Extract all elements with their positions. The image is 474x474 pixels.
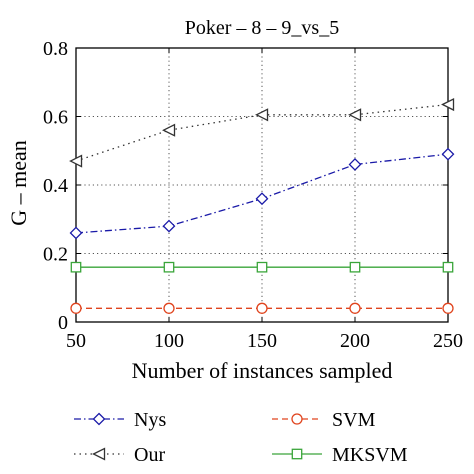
data-point-mksvm — [70, 261, 82, 273]
plot-area: 50 100 150 200 250 0 0.2 0.4 0.6 0.8 — [43, 38, 463, 352]
legend-item-svm: SVM — [272, 409, 376, 431]
x-tick-label: 100 — [154, 330, 184, 352]
y-tick-label: 0.2 — [43, 244, 68, 266]
data-point-nys — [441, 147, 455, 161]
data-point-svm — [442, 302, 454, 314]
series-nys — [69, 147, 455, 240]
data-point-mksvm — [163, 261, 175, 273]
y-tick-label: 0.8 — [43, 38, 68, 60]
data-point-nys — [255, 192, 269, 206]
legend-label-our: Our — [134, 444, 165, 466]
chart-title: Poker – 8 – 9_vs_5 — [185, 17, 339, 39]
legend-marker-nys — [92, 412, 106, 426]
x-tick-label: 200 — [340, 330, 370, 352]
y-axis-label: G – mean — [6, 140, 31, 226]
legend-label-nys: Nys — [134, 409, 166, 431]
legend-item-mksvm: MKSVM — [272, 444, 408, 466]
legend-label-svm: SVM — [332, 409, 376, 431]
data-point-our — [162, 123, 176, 137]
legend-marker-our — [92, 447, 106, 461]
data-point-svm — [70, 302, 82, 314]
series-our — [69, 97, 455, 168]
data-point-mksvm — [442, 261, 454, 273]
data-point-nys — [69, 226, 83, 240]
x-tick-label: 150 — [247, 330, 277, 352]
x-tick-label: 50 — [66, 330, 86, 352]
legend-item-nys: Nys — [74, 409, 166, 431]
y-tick-label: 0 — [58, 312, 68, 334]
data-point-mksvm — [256, 261, 268, 273]
legend-marker-svm — [291, 413, 303, 425]
data-point-svm — [163, 302, 175, 314]
legend: Nys Our SVM MKSVM — [74, 409, 408, 466]
x-tick-label: 250 — [433, 330, 463, 352]
y-tick-label: 0.4 — [43, 175, 68, 197]
data-point-our — [255, 108, 269, 122]
data-point-nys — [348, 158, 362, 171]
legend-label-mksvm: MKSVM — [332, 444, 408, 466]
y-tick-label: 0.6 — [43, 107, 68, 129]
data-point-mksvm — [349, 261, 361, 273]
data-point-our — [69, 154, 83, 168]
data-point-svm — [256, 302, 268, 314]
data-point-svm — [349, 302, 361, 314]
data-point-our — [441, 97, 455, 112]
x-axis-label: Number of instances sampled — [132, 358, 393, 383]
data-point-nys — [162, 219, 176, 233]
legend-item-our: Our — [74, 444, 165, 466]
series-mksvm — [70, 261, 454, 273]
series-svm — [70, 302, 454, 314]
legend-marker-mksvm — [291, 448, 303, 460]
data-point-our — [348, 108, 362, 122]
